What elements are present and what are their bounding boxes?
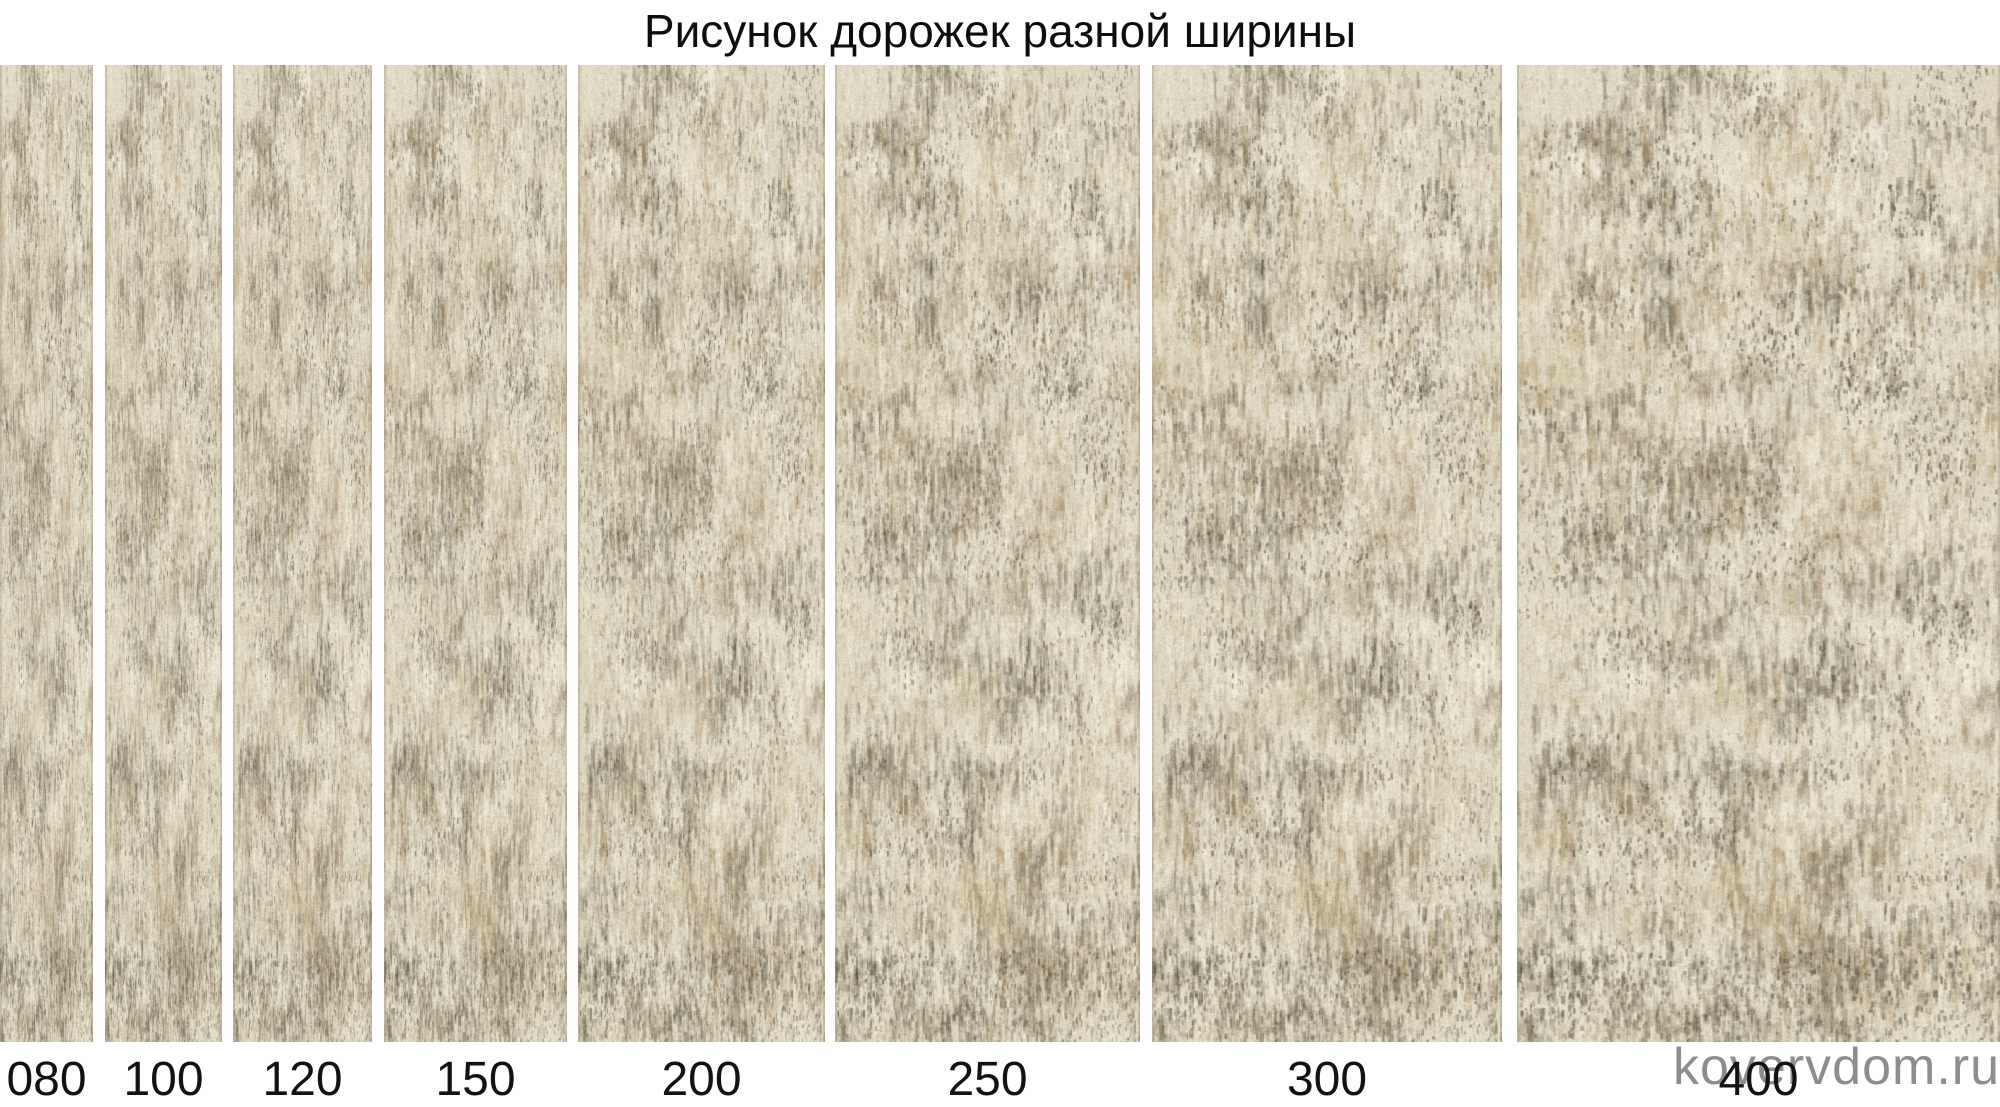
carpet-texture-image <box>1517 65 2000 1042</box>
runner-width-label: 100 <box>123 1053 204 1106</box>
carpet-texture-image <box>835 65 1140 1042</box>
carpet-texture-image <box>384 65 567 1042</box>
runner-width-label: 080 <box>6 1053 87 1106</box>
runner-strip-200: 200 <box>578 65 825 1104</box>
carpet-texture-image <box>1152 65 1502 1042</box>
carpet-texture-image <box>233 65 372 1042</box>
carpet-texture-image <box>105 65 222 1042</box>
runner-width-label: 120 <box>262 1053 343 1106</box>
runner-width-label: 300 <box>1286 1053 1368 1106</box>
runner-strips: 080 100 120 150 200 250 300 400 <box>0 65 2000 1104</box>
runner-width-label: 400 <box>1718 1053 1799 1106</box>
carpet-texture-image <box>578 65 825 1042</box>
runner-strip-150: 150 <box>384 65 567 1104</box>
carpet-texture-image <box>0 65 93 1042</box>
watermark-text: kovervdom.ru <box>1673 1038 2000 1096</box>
runner-width-label: 250 <box>947 1053 1028 1106</box>
runner-width-label: 150 <box>435 1053 516 1106</box>
runner-strip-250: 250 <box>835 65 1140 1104</box>
runner-strip-080: 080 <box>0 65 93 1104</box>
page-title: Рисунок дорожек разной ширины <box>643 5 1357 57</box>
runner-width-label: 200 <box>661 1053 742 1106</box>
runner-strip-100: 100 <box>105 65 222 1104</box>
runner-strip-120: 120 <box>233 65 372 1104</box>
runner-strip-400: 400 <box>1517 65 2000 1104</box>
runner-strip-300: 300 <box>1152 65 1502 1104</box>
